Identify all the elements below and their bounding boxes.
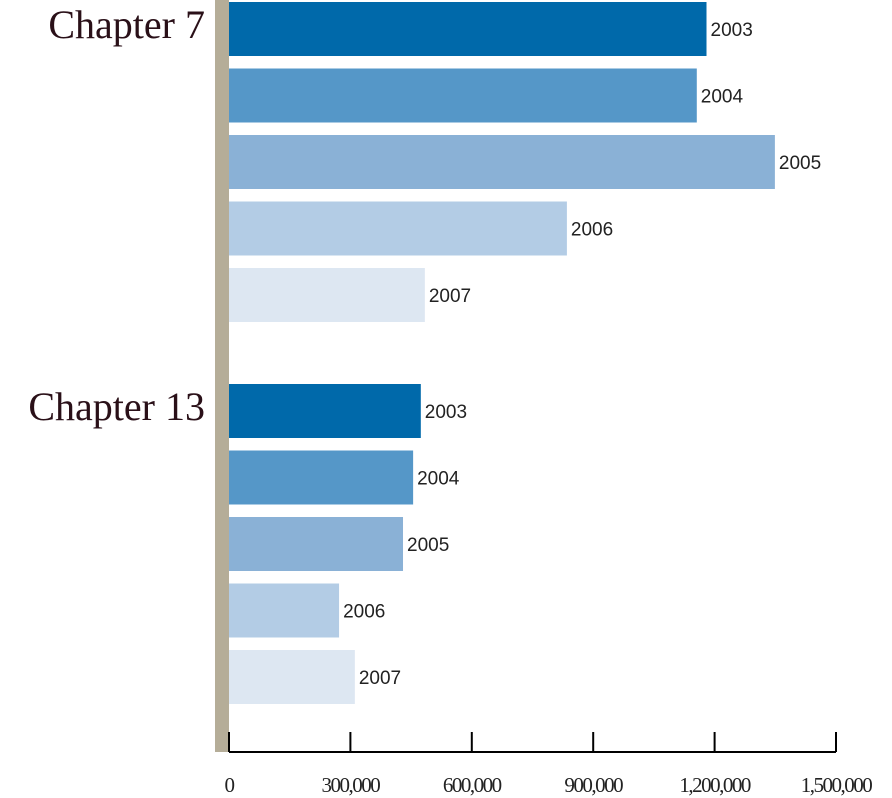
bar	[229, 517, 404, 571]
x-tick-label: 0	[225, 773, 235, 797]
bar	[229, 450, 414, 505]
series-label: 2003	[711, 20, 753, 41]
series-label: 2005	[407, 535, 449, 556]
bar	[229, 268, 425, 322]
series-label: 2005	[779, 153, 821, 174]
x-tick-label: 600,000	[443, 773, 502, 797]
bar	[229, 135, 775, 189]
series-label: 2007	[429, 286, 471, 307]
bar	[229, 583, 340, 638]
series-label: 2003	[425, 402, 467, 423]
bar	[229, 384, 421, 438]
category-label: Chapter 13	[28, 384, 205, 429]
bar	[229, 201, 567, 256]
series-label: 2006	[571, 220, 613, 241]
series-label: 2004	[417, 469, 460, 490]
axis-band	[215, 0, 229, 752]
series-label: 2007	[359, 668, 401, 689]
x-tick-label: 300,000	[322, 773, 381, 797]
series-label: 2006	[343, 602, 385, 623]
bar	[229, 68, 697, 123]
x-tick-label: 1,200,000	[679, 773, 751, 797]
x-tick-label: 1,500,000	[801, 773, 873, 797]
series-label: 2004	[701, 87, 744, 108]
bar	[229, 2, 707, 56]
x-tick-label: 900,000	[564, 773, 623, 797]
bar	[229, 650, 355, 704]
category-label: Chapter 7	[48, 2, 205, 47]
